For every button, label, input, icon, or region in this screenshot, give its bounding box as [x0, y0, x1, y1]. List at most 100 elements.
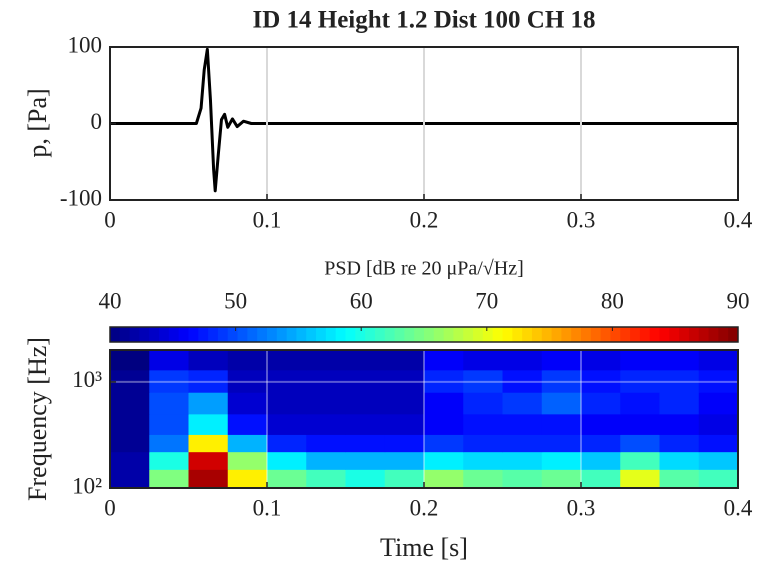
heatmap-cell [424, 350, 464, 371]
heatmap-cell [698, 369, 739, 393]
y-axis-label: Frequency [Hz] [23, 337, 52, 501]
colorbar-segment [718, 327, 729, 342]
heatmap-cell [110, 369, 150, 393]
heatmap-cell [110, 413, 150, 435]
heatmap-cell [384, 469, 425, 489]
y-tick-label: -100 [60, 185, 102, 210]
heatmap-cell [424, 392, 464, 415]
heatmap-cell [110, 451, 150, 470]
heatmap-cell [541, 434, 582, 453]
colorbar-segment [110, 327, 121, 342]
heatmap-cell [541, 392, 582, 415]
heatmap-cell [227, 469, 268, 489]
heatmap-cell [227, 434, 268, 453]
colorbar-segment [679, 327, 690, 342]
heatmap-cell [698, 434, 739, 453]
colorbar-segment [355, 327, 366, 342]
heatmap-cell [306, 413, 346, 435]
x-tick-label: 0 [104, 207, 116, 232]
heatmap-cell [581, 434, 621, 453]
colorbar-segment [414, 327, 425, 342]
heatmap-cell [620, 350, 660, 371]
heatmap-cell [659, 469, 700, 489]
heatmap-cell [620, 392, 660, 415]
colorbar-segment [129, 327, 140, 342]
colorbar-segment [394, 327, 405, 342]
heatmap-cell [384, 369, 425, 393]
heatmap-cell [463, 469, 503, 489]
heatmap-cell [188, 413, 229, 435]
colorbar-segment [581, 327, 592, 342]
colorbar-segment [492, 327, 503, 342]
heatmap-cell [188, 434, 229, 453]
chart-title: ID 14 Height 1.2 Dist 100 CH 18 [252, 7, 595, 34]
heatmap-cell [188, 392, 229, 415]
colorbar-segment [590, 327, 602, 342]
colorbar-segment [208, 327, 219, 342]
colorbar-segment [639, 327, 651, 342]
heatmap-cell [581, 369, 621, 393]
heatmap-cell [306, 469, 346, 489]
heatmap-cell [267, 469, 307, 489]
heatmap-cell [188, 369, 229, 393]
heatmap-cell [267, 434, 307, 453]
colorbar-segment [217, 327, 229, 342]
colorbar-segment [247, 327, 258, 342]
heatmap-cell [306, 369, 346, 393]
heatmap-cell [110, 469, 150, 489]
heatmap-cell [227, 350, 268, 371]
colorbar-segment [345, 327, 356, 342]
heatmap-cell [581, 350, 621, 371]
colorbar-segment [433, 327, 445, 342]
heatmap-cell [384, 392, 425, 415]
x-tick-label: 0.1 [253, 207, 282, 232]
colorbar-segment [374, 327, 386, 342]
heatmap-cell [267, 369, 307, 393]
colorbar-tick-label: 80 [601, 288, 624, 313]
colorbar-segment [522, 327, 533, 342]
heatmap-cell [463, 434, 503, 453]
colorbar-segment [630, 327, 641, 342]
colorbar-frame [109, 326, 739, 343]
colorbar-segment [159, 327, 170, 342]
heatmap-cell [306, 392, 346, 415]
x-tick-label: 0.4 [724, 207, 753, 232]
colorbar-segment [669, 327, 680, 342]
colorbar-segment [659, 327, 670, 342]
x-tick-label: 0.4 [724, 495, 753, 520]
heatmap-cell [384, 451, 425, 470]
heatmap-cell [463, 350, 503, 371]
heatmap-cell [149, 369, 189, 393]
colorbar-segment [325, 327, 337, 342]
heatmap-cell [110, 350, 150, 371]
x-axis-label: Time [s] [380, 533, 468, 562]
heatmap-cell [424, 413, 464, 435]
heatmap-cell [698, 350, 739, 371]
colorbar-segment [620, 327, 631, 342]
colorbar-segment [384, 327, 396, 342]
x-tick-label: 0.2 [410, 495, 439, 520]
x-tick-label: 0.3 [567, 495, 596, 520]
colorbar-segment [649, 327, 660, 342]
heatmap-cell [345, 350, 386, 371]
heatmap-cell [502, 350, 543, 371]
heatmap-cell [267, 451, 307, 470]
heatmap-cell [149, 469, 189, 489]
heatmap-cell [345, 392, 386, 415]
colorbar-tick-label: 70 [475, 288, 498, 313]
colorbar-segment [482, 327, 494, 342]
colorbar-segment [119, 327, 131, 342]
heatmap-cell [424, 434, 464, 453]
heatmap-cell [227, 451, 268, 470]
heatmap-cell [267, 350, 307, 371]
heatmap-cell [384, 413, 425, 435]
colorbar-segment [453, 327, 464, 342]
x-tick-label: 0.3 [567, 207, 596, 232]
heatmap-cell [698, 451, 739, 470]
colorbar-segment [286, 327, 297, 342]
colorbar-segment [335, 327, 346, 342]
heatmap-cell [424, 451, 464, 470]
colorbar-segment [571, 327, 582, 342]
heatmap-cell [188, 451, 229, 470]
